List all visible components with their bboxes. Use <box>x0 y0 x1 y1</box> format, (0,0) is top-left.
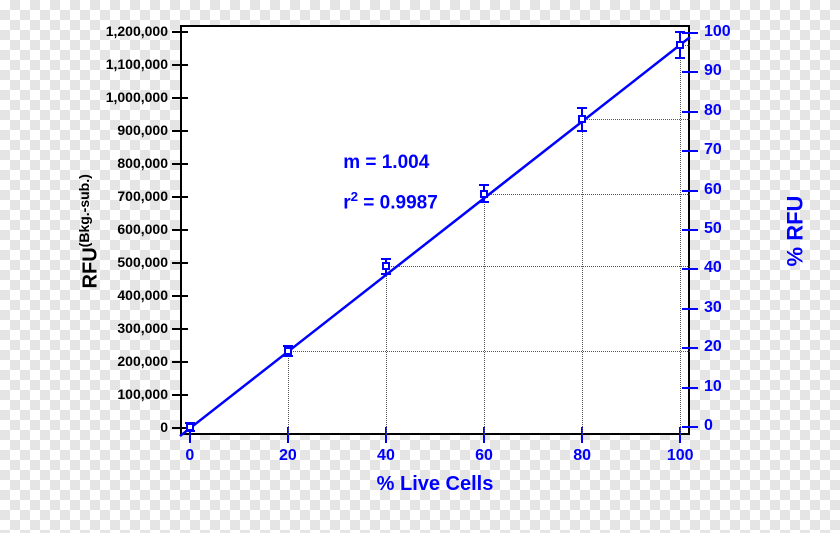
y1-tick <box>172 130 180 132</box>
y1-tick-label: 300,000 <box>117 320 168 336</box>
y2-tick <box>690 71 698 73</box>
x-tick <box>385 435 387 443</box>
annotation-text: r2 = 0.9987 <box>343 189 438 214</box>
y2-tick <box>690 111 698 113</box>
y2-tick-label: 10 <box>704 378 722 396</box>
y2-tick-label: 100 <box>704 23 731 41</box>
data-marker <box>186 423 194 431</box>
error-cap-bottom <box>479 201 489 203</box>
data-marker <box>284 347 292 355</box>
x-tick <box>287 435 289 443</box>
y1-tick <box>172 31 180 33</box>
y1-tick-label: 400,000 <box>117 287 168 303</box>
y1-tick-label: 900,000 <box>117 122 168 138</box>
y1-tick <box>172 229 180 231</box>
y1-tick <box>172 163 180 165</box>
chart-container: RFU(Bkg.-sub.) % RFU % Live Cells 0 20 40 6… <box>0 0 840 533</box>
y1-tick-label: 100,000 <box>117 386 168 402</box>
y2-tick-label: 30 <box>704 299 722 317</box>
x-tick <box>581 435 583 443</box>
y2-tick <box>690 268 698 270</box>
x-tick-label: 80 <box>573 447 591 465</box>
fit-line-svg <box>180 25 690 435</box>
x-tick-label: 60 <box>475 447 493 465</box>
y1-tick <box>172 295 180 297</box>
x-tick-label: 20 <box>279 447 297 465</box>
y1-tick-label: 1,200,000 <box>106 23 168 39</box>
y-axis-left-label-sup: (Bkg.-sub.) <box>76 174 92 247</box>
y1-tick <box>172 361 180 363</box>
error-cap-top <box>381 258 391 260</box>
y2-tick-label: 0 <box>704 417 713 435</box>
y2-tick <box>690 426 698 428</box>
y1-tick <box>172 97 180 99</box>
y-axis-right-label: % RFU <box>782 196 808 267</box>
y1-tick-label: 0 <box>160 419 168 435</box>
y-axis-left-label: RFU(Bkg.-sub.) <box>76 174 103 288</box>
error-cap-bottom <box>283 355 293 357</box>
x-tick <box>679 435 681 443</box>
error-cap-bottom <box>577 130 587 132</box>
y1-tick <box>172 64 180 66</box>
y1-tick-label: 700,000 <box>117 188 168 204</box>
y2-tick <box>690 150 698 152</box>
y2-tick <box>690 387 698 389</box>
annotation-text: m = 1.004 <box>343 152 429 174</box>
y2-tick <box>690 229 698 231</box>
y2-tick-label: 50 <box>704 220 722 238</box>
y1-tick <box>172 427 180 429</box>
x-axis-label: % Live Cells <box>377 473 494 496</box>
y1-tick <box>172 394 180 396</box>
fit-line <box>180 37 690 436</box>
y-axis-left-label-text: RFU <box>79 247 101 288</box>
x-tick <box>189 435 191 443</box>
y1-tick-label: 800,000 <box>117 155 168 171</box>
error-cap-top <box>577 107 587 109</box>
y1-tick <box>172 262 180 264</box>
y1-tick <box>172 328 180 330</box>
data-marker <box>480 190 488 198</box>
x-tick-label: 0 <box>185 447 194 465</box>
error-cap-top <box>479 184 489 186</box>
y2-tick-label: 70 <box>704 141 722 159</box>
x-tick-label: 100 <box>667 447 694 465</box>
y2-tick-label: 90 <box>704 62 722 80</box>
y1-tick-label: 500,000 <box>117 254 168 270</box>
data-marker <box>676 41 684 49</box>
x-tick-label: 40 <box>377 447 395 465</box>
y2-tick <box>690 190 698 192</box>
y2-tick-label: 20 <box>704 338 722 356</box>
y2-tick <box>690 308 698 310</box>
y1-tick-label: 600,000 <box>117 221 168 237</box>
data-marker <box>578 115 586 123</box>
y1-tick-label: 1,000,000 <box>106 89 168 105</box>
y2-tick-label: 60 <box>704 181 722 199</box>
error-cap-top <box>675 31 685 33</box>
y1-tick-label: 200,000 <box>117 353 168 369</box>
y2-tick <box>690 32 698 34</box>
y2-tick <box>690 347 698 349</box>
y1-tick-label: 1,100,000 <box>106 56 168 72</box>
y2-tick-label: 40 <box>704 259 722 277</box>
x-tick <box>483 435 485 443</box>
data-marker <box>382 262 390 270</box>
error-cap-bottom <box>381 273 391 275</box>
y2-tick-label: 80 <box>704 102 722 120</box>
error-cap-bottom <box>675 57 685 59</box>
y1-tick <box>172 196 180 198</box>
